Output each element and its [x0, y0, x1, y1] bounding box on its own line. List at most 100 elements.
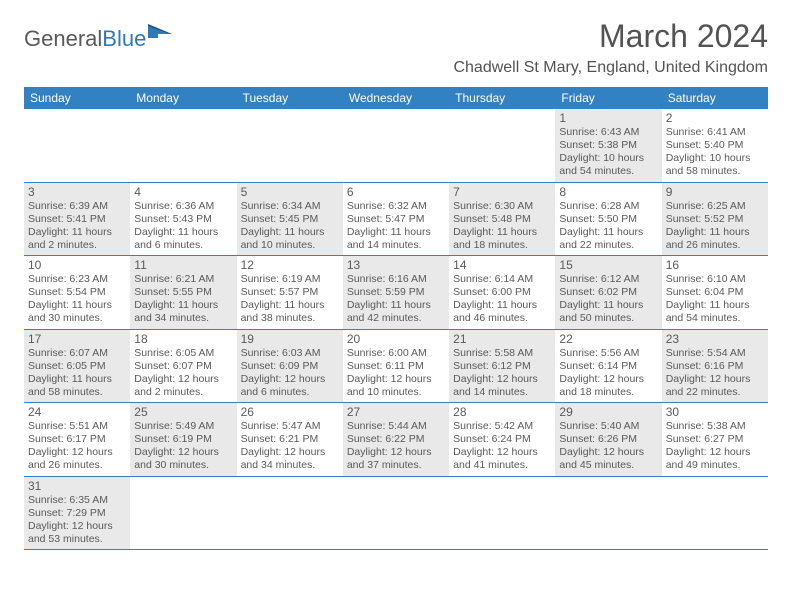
- day-daylight2: and 26 minutes.: [28, 459, 126, 472]
- logo-text-general: General: [24, 26, 102, 52]
- day-daylight2: and 10 minutes.: [347, 386, 445, 399]
- day-daylight1: Daylight: 11 hours: [559, 226, 657, 239]
- day-cell: 18Sunrise: 6:05 AMSunset: 6:07 PMDayligh…: [130, 330, 236, 403]
- day-cell: 25Sunrise: 5:49 AMSunset: 6:19 PMDayligh…: [130, 403, 236, 476]
- day-daylight2: and 54 minutes.: [666, 312, 764, 325]
- day-sunrise: Sunrise: 5:47 AM: [241, 420, 339, 433]
- day-sunset: Sunset: 6:17 PM: [28, 433, 126, 446]
- day-number: 7: [453, 185, 551, 199]
- day-cell: 20Sunrise: 6:00 AMSunset: 6:11 PMDayligh…: [343, 330, 449, 403]
- day-sunset: Sunset: 6:02 PM: [559, 286, 657, 299]
- day-cell-empty: [130, 109, 236, 182]
- day-cell: 31Sunrise: 6:35 AMSunset: 7:29 PMDayligh…: [24, 477, 130, 550]
- day-daylight1: Daylight: 10 hours: [666, 152, 764, 165]
- day-daylight1: Daylight: 12 hours: [666, 446, 764, 459]
- day-daylight2: and 22 minutes.: [666, 386, 764, 399]
- day-daylight2: and 53 minutes.: [28, 533, 126, 546]
- day-cell: 9Sunrise: 6:25 AMSunset: 5:52 PMDaylight…: [662, 183, 768, 256]
- day-sunrise: Sunrise: 5:51 AM: [28, 420, 126, 433]
- day-daylight2: and 46 minutes.: [453, 312, 551, 325]
- day-daylight1: Daylight: 10 hours: [559, 152, 657, 165]
- day-sunrise: Sunrise: 6:07 AM: [28, 347, 126, 360]
- weeks-container: 1Sunrise: 6:43 AMSunset: 5:38 PMDaylight…: [24, 109, 768, 550]
- day-daylight2: and 22 minutes.: [559, 239, 657, 252]
- day-number: 5: [241, 185, 339, 199]
- day-sunset: Sunset: 5:50 PM: [559, 213, 657, 226]
- weekday-header: Saturday: [662, 87, 768, 109]
- day-sunset: Sunset: 5:45 PM: [241, 213, 339, 226]
- day-number: 18: [134, 332, 232, 346]
- day-sunrise: Sunrise: 5:49 AM: [134, 420, 232, 433]
- day-cell-empty: [555, 477, 661, 550]
- day-cell: 19Sunrise: 6:03 AMSunset: 6:09 PMDayligh…: [237, 330, 343, 403]
- logo: General Blue: [24, 26, 174, 52]
- day-daylight2: and 2 minutes.: [28, 239, 126, 252]
- day-sunset: Sunset: 5:57 PM: [241, 286, 339, 299]
- day-sunset: Sunset: 5:38 PM: [559, 139, 657, 152]
- day-daylight2: and 42 minutes.: [347, 312, 445, 325]
- weekday-header: Friday: [555, 87, 661, 109]
- day-cell-empty: [343, 477, 449, 550]
- day-sunrise: Sunrise: 5:44 AM: [347, 420, 445, 433]
- day-cell: 13Sunrise: 6:16 AMSunset: 5:59 PMDayligh…: [343, 256, 449, 329]
- month-title: March 2024: [453, 18, 768, 55]
- day-daylight2: and 41 minutes.: [453, 459, 551, 472]
- day-daylight1: Daylight: 11 hours: [666, 299, 764, 312]
- day-cell-empty: [662, 477, 768, 550]
- day-sunrise: Sunrise: 6:23 AM: [28, 273, 126, 286]
- day-cell: 1Sunrise: 6:43 AMSunset: 5:38 PMDaylight…: [555, 109, 661, 182]
- day-daylight2: and 37 minutes.: [347, 459, 445, 472]
- day-daylight1: Daylight: 11 hours: [241, 299, 339, 312]
- day-number: 13: [347, 258, 445, 272]
- day-daylight2: and 14 minutes.: [347, 239, 445, 252]
- day-sunrise: Sunrise: 6:41 AM: [666, 126, 764, 139]
- day-sunrise: Sunrise: 6:43 AM: [559, 126, 657, 139]
- day-cell: 5Sunrise: 6:34 AMSunset: 5:45 PMDaylight…: [237, 183, 343, 256]
- day-daylight1: Daylight: 12 hours: [559, 373, 657, 386]
- day-sunset: Sunset: 6:24 PM: [453, 433, 551, 446]
- day-sunrise: Sunrise: 6:14 AM: [453, 273, 551, 286]
- day-daylight1: Daylight: 12 hours: [134, 373, 232, 386]
- day-cell: 8Sunrise: 6:28 AMSunset: 5:50 PMDaylight…: [555, 183, 661, 256]
- day-sunset: Sunset: 6:04 PM: [666, 286, 764, 299]
- day-sunrise: Sunrise: 6:12 AM: [559, 273, 657, 286]
- day-daylight2: and 30 minutes.: [28, 312, 126, 325]
- day-number: 19: [241, 332, 339, 346]
- day-daylight2: and 30 minutes.: [134, 459, 232, 472]
- day-daylight2: and 54 minutes.: [559, 165, 657, 178]
- day-daylight1: Daylight: 12 hours: [666, 373, 764, 386]
- day-sunrise: Sunrise: 6:16 AM: [347, 273, 445, 286]
- day-number: 2: [666, 111, 764, 125]
- day-number: 25: [134, 405, 232, 419]
- day-sunrise: Sunrise: 6:05 AM: [134, 347, 232, 360]
- calendar-grid: SundayMondayTuesdayWednesdayThursdayFrid…: [24, 87, 768, 550]
- day-sunset: Sunset: 6:12 PM: [453, 360, 551, 373]
- day-number: 31: [28, 479, 126, 493]
- day-sunset: Sunset: 7:29 PM: [28, 507, 126, 520]
- day-sunset: Sunset: 6:07 PM: [134, 360, 232, 373]
- day-sunrise: Sunrise: 6:03 AM: [241, 347, 339, 360]
- day-sunset: Sunset: 5:40 PM: [666, 139, 764, 152]
- day-sunrise: Sunrise: 5:54 AM: [666, 347, 764, 360]
- day-sunrise: Sunrise: 5:56 AM: [559, 347, 657, 360]
- day-cell: 10Sunrise: 6:23 AMSunset: 5:54 PMDayligh…: [24, 256, 130, 329]
- day-sunrise: Sunrise: 5:38 AM: [666, 420, 764, 433]
- day-cell: 17Sunrise: 6:07 AMSunset: 6:05 PMDayligh…: [24, 330, 130, 403]
- day-sunset: Sunset: 6:09 PM: [241, 360, 339, 373]
- day-daylight1: Daylight: 12 hours: [241, 373, 339, 386]
- day-sunrise: Sunrise: 6:21 AM: [134, 273, 232, 286]
- day-sunrise: Sunrise: 6:28 AM: [559, 200, 657, 213]
- day-daylight2: and 18 minutes.: [453, 239, 551, 252]
- day-cell: 26Sunrise: 5:47 AMSunset: 6:21 PMDayligh…: [237, 403, 343, 476]
- day-sunset: Sunset: 6:14 PM: [559, 360, 657, 373]
- day-cell: 3Sunrise: 6:39 AMSunset: 5:41 PMDaylight…: [24, 183, 130, 256]
- day-number: 30: [666, 405, 764, 419]
- day-daylight2: and 2 minutes.: [134, 386, 232, 399]
- day-number: 15: [559, 258, 657, 272]
- day-daylight1: Daylight: 11 hours: [453, 226, 551, 239]
- day-daylight2: and 18 minutes.: [559, 386, 657, 399]
- day-sunrise: Sunrise: 5:58 AM: [453, 347, 551, 360]
- day-sunrise: Sunrise: 6:34 AM: [241, 200, 339, 213]
- day-sunset: Sunset: 6:21 PM: [241, 433, 339, 446]
- day-sunrise: Sunrise: 6:00 AM: [347, 347, 445, 360]
